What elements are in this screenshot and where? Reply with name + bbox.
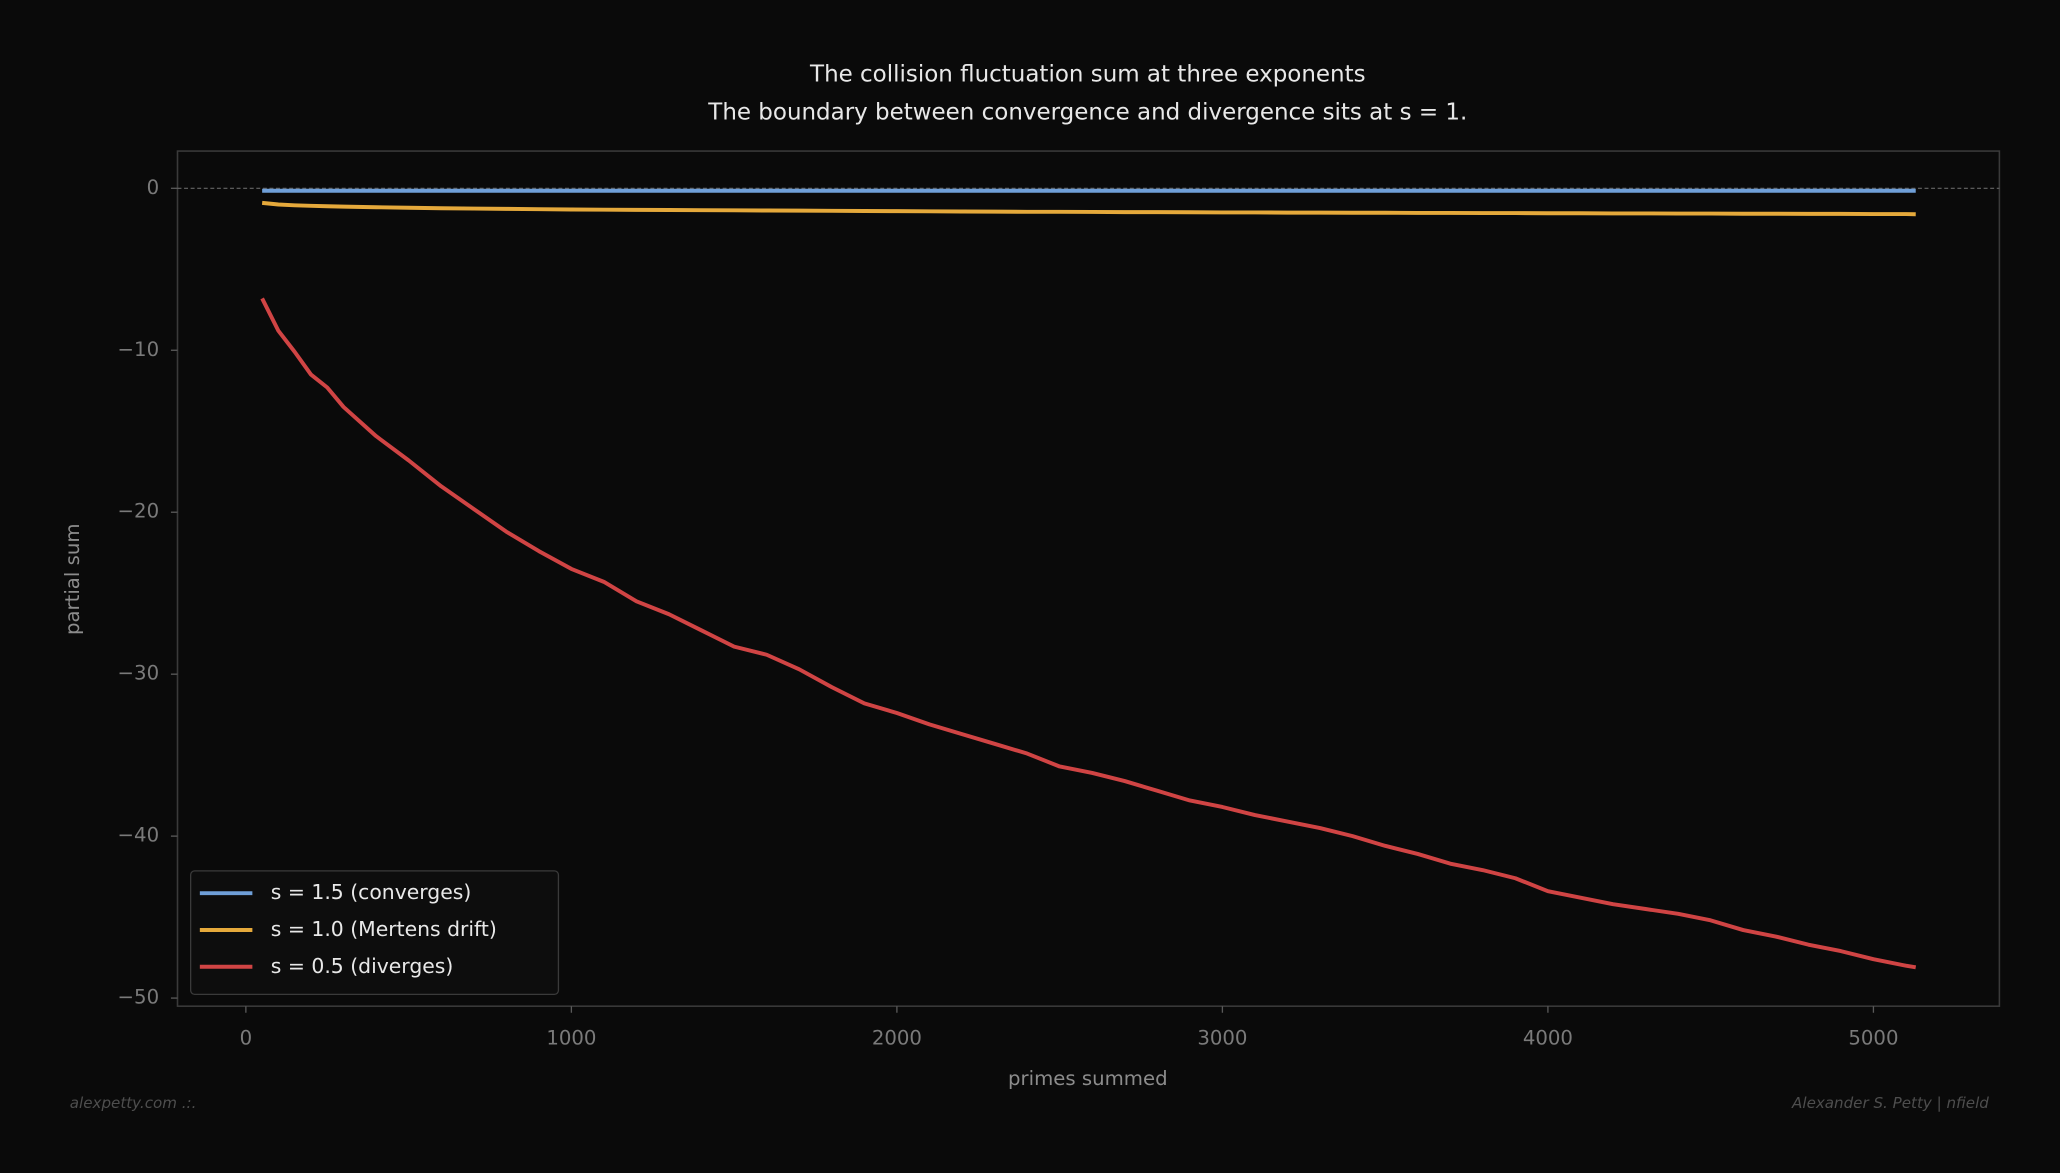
legend-box xyxy=(189,870,560,996)
series-line xyxy=(260,297,1917,970)
chart-subtitle: The boundary between convergence and div… xyxy=(707,99,1467,125)
y-tick-label: −40 xyxy=(118,824,160,847)
y-tick-label: −20 xyxy=(118,500,160,523)
legend-label: s = 1.5 (converges) xyxy=(271,880,472,904)
y-tick-label: −30 xyxy=(118,662,160,685)
legend-label: s = 0.5 (diverges) xyxy=(271,954,454,978)
x-tick-label: 3000 xyxy=(1197,1027,1247,1050)
y-axis-label: partial sum xyxy=(61,523,84,635)
x-tick-label: 4000 xyxy=(1523,1027,1573,1050)
legend: s = 1.5 (converges) s = 1.0 (Mertens drif… xyxy=(189,870,560,996)
footer-left: alexpetty.com .:. xyxy=(70,1094,197,1112)
y-tick-label: 0 xyxy=(147,176,160,199)
x-axis-label: primes summed xyxy=(1008,1067,1168,1090)
y-tick-label: −10 xyxy=(118,338,160,361)
x-tick-label: 0 xyxy=(240,1027,253,1050)
series-line xyxy=(261,200,1916,217)
x-tick-label: 5000 xyxy=(1848,1027,1898,1050)
footer-right: Alexander S. Petty | nfield xyxy=(1791,1094,1989,1112)
plot-area xyxy=(176,150,2001,1007)
y-tick-label: −50 xyxy=(118,986,160,1009)
chart-title: The collision fluctuation sum at three e… xyxy=(809,61,1366,87)
x-tick-label: 1000 xyxy=(546,1027,596,1050)
legend-label: s = 1.0 (Mertens drift) xyxy=(271,917,497,941)
x-tick-label: 2000 xyxy=(872,1027,922,1050)
